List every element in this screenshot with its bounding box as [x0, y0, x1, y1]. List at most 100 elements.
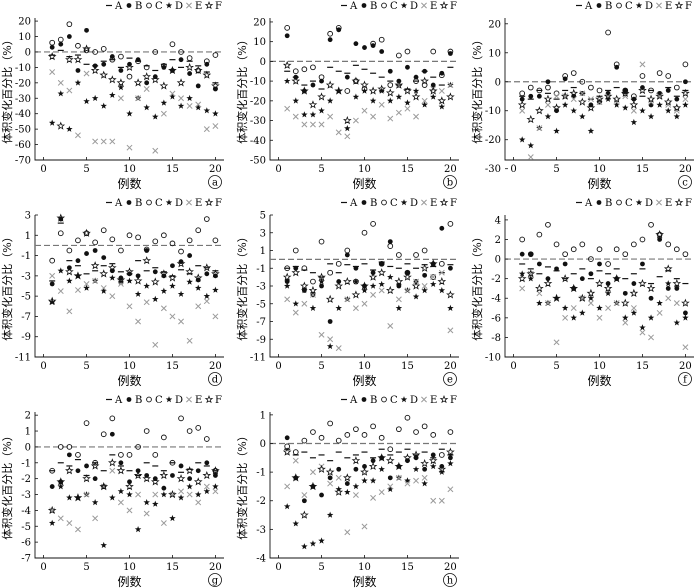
data-point: [536, 231, 543, 238]
legend-label-d: D: [175, 1, 183, 12]
data-point: [605, 281, 611, 286]
data-point: [430, 82, 436, 88]
data-point: [622, 251, 629, 258]
data-point: [90, 261, 100, 270]
data-point: [125, 267, 134, 276]
data-point: [126, 451, 133, 458]
data-point: [368, 272, 378, 281]
data-point: [527, 154, 534, 161]
x-axis-label: 例数: [117, 373, 141, 388]
legend-label-a: A: [349, 198, 358, 209]
data-point: [73, 55, 83, 64]
data-point: [169, 41, 176, 48]
data-point: [56, 477, 66, 486]
data-point: [66, 494, 73, 501]
data-point: [193, 477, 203, 486]
y-tick-label: -2: [491, 274, 501, 285]
data-point: [168, 65, 177, 75]
series-c: [284, 25, 454, 94]
data-point: [554, 108, 559, 114]
y-tick-label: -3: [256, 282, 266, 293]
data-point: [437, 464, 447, 473]
data-point: [404, 480, 411, 487]
data-point: [665, 286, 671, 291]
data-point: [48, 298, 56, 305]
data-point: [420, 76, 429, 85]
x-tick-label: 10: [358, 361, 371, 372]
data-point: [429, 93, 437, 100]
legend-marker-e: [421, 396, 427, 403]
data-point: [681, 298, 690, 307]
data-point: [117, 84, 125, 91]
legend-marker-f: [674, 0, 684, 10]
data-point: [49, 44, 55, 50]
data-point: [411, 450, 421, 459]
data-point: [187, 476, 193, 482]
legend-marker-d: [400, 199, 408, 206]
x-tick-label: 5: [553, 164, 559, 175]
y-tick-label: 20: [488, 19, 501, 30]
legend-marker-c: [381, 2, 387, 9]
data-point: [168, 489, 177, 499]
data-point: [300, 510, 309, 519]
data-point: [319, 283, 324, 289]
data-point: [134, 526, 142, 533]
data-point: [308, 285, 318, 295]
data-point: [545, 300, 551, 307]
data-point: [283, 77, 291, 84]
legend-label-d: D: [410, 1, 418, 12]
data-point: [142, 256, 152, 265]
series-c: [49, 216, 219, 264]
data-point: [353, 265, 359, 271]
x-tick-label: 20: [444, 361, 457, 372]
x-tick-label: 15: [401, 361, 414, 372]
data-point: [292, 457, 299, 464]
data-point: [622, 87, 629, 94]
data-point: [317, 92, 326, 101]
x-tick-label: 20: [209, 562, 222, 573]
panel-letter-circle: [678, 175, 692, 189]
data-point: [603, 283, 613, 293]
legend-marker-b: [126, 397, 132, 402]
legend-label-c: C: [625, 1, 633, 12]
data-point: [545, 84, 551, 91]
y-axis-label: 体积变化百分比（%）: [235, 231, 249, 340]
data-point: [344, 133, 351, 140]
data-point: [212, 483, 219, 490]
y-tick-label: 20: [253, 17, 266, 28]
data-point: [404, 414, 411, 421]
data-point: [622, 319, 629, 326]
data-point: [437, 96, 447, 105]
x-tick-label: 0: [510, 361, 516, 372]
data-point: [536, 299, 543, 306]
x-tick-label: 15: [166, 562, 179, 573]
legend-marker-b: [361, 397, 367, 402]
data-point: [430, 274, 437, 281]
data-point: [368, 86, 378, 95]
data-point: [325, 467, 335, 476]
data-point: [446, 290, 455, 299]
data-point: [82, 228, 91, 237]
x-axis-label: 例数: [352, 373, 376, 388]
data-point: [317, 464, 326, 473]
data-point: [116, 78, 126, 87]
data-point: [118, 247, 124, 254]
data-point: [428, 86, 438, 95]
data-point: [135, 491, 142, 498]
data-point: [536, 290, 543, 297]
data-point: [639, 107, 646, 114]
data-point: [620, 298, 630, 307]
data-point: [648, 87, 654, 94]
data-point: [394, 277, 404, 286]
data-point: [378, 287, 385, 294]
data-point: [620, 88, 630, 98]
data-point: [143, 282, 150, 289]
data-point: [352, 483, 360, 490]
data-point: [125, 482, 134, 491]
data-point: [588, 256, 594, 262]
data-point: [284, 105, 291, 112]
series-a: [49, 222, 219, 282]
x-tick-label: 15: [401, 562, 414, 573]
legend-marker-b: [361, 3, 367, 8]
data-point: [282, 447, 292, 456]
